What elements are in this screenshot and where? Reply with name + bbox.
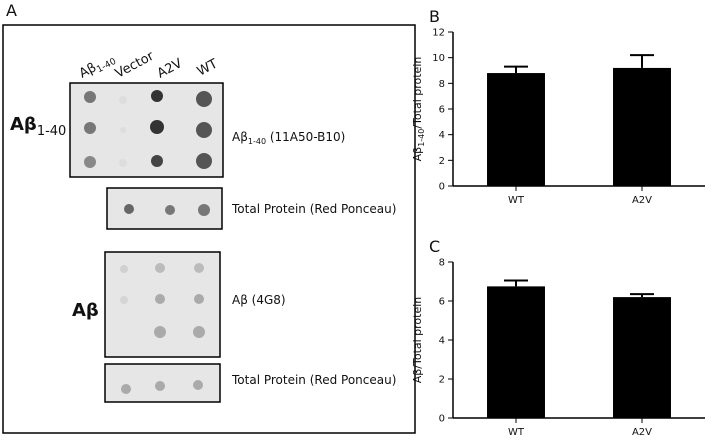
- y-axis-label-part: /Total protein: [411, 57, 424, 129]
- bar: [487, 286, 545, 418]
- y-axis-label-part: /Total protein: [411, 297, 424, 369]
- blot-label: Aβ1-40 (11A50-B10): [232, 130, 345, 146]
- y-tick-label: 4: [439, 130, 445, 141]
- error-bar: [630, 54, 654, 68]
- x-tick-label: WT: [508, 195, 525, 206]
- blot-label: Aβ (4G8): [232, 293, 286, 307]
- row-label: Aβ1-40: [10, 114, 66, 139]
- column-label: Aβ1-40: [77, 50, 118, 83]
- y-tick-label: 6: [439, 297, 445, 308]
- y-axis-label-part: Aβ: [411, 147, 424, 162]
- error-bar: [504, 279, 528, 287]
- y-axis-label-part: Aβ: [411, 369, 424, 384]
- y-tick-label: 8: [439, 79, 445, 90]
- y-tick-label: 12: [432, 28, 445, 39]
- bar: [487, 73, 545, 186]
- panel-letter: C: [429, 237, 440, 256]
- panel-letter: A: [6, 1, 17, 20]
- y-axis-label: Aβ1-40/Total protein: [411, 57, 426, 162]
- panel-frame: [2, 24, 416, 434]
- y-axis-label: Aβ/Total protein: [411, 297, 424, 384]
- dots: [121, 380, 203, 394]
- y-tick-label: 2: [439, 375, 445, 386]
- x-tick-label: A2V: [632, 195, 652, 206]
- bar: [613, 297, 671, 418]
- y-tick-label: 2: [439, 156, 445, 167]
- panel-letter: B: [429, 7, 440, 26]
- x-tick-label: A2V: [632, 427, 652, 437]
- error-bar: [630, 293, 654, 298]
- dots: [120, 263, 205, 338]
- y-tick-label: 0: [439, 182, 445, 193]
- error-bar: [504, 65, 528, 74]
- column-label: Vector: [113, 49, 157, 82]
- y-tick-label: 10: [432, 53, 445, 64]
- y-tick-label: 6: [439, 105, 445, 116]
- x-tick-label: WT: [508, 427, 525, 437]
- blot-label: Total Protein (Red Ponceau): [231, 202, 396, 216]
- dots: [84, 90, 212, 169]
- y-tick-label: 0: [439, 414, 445, 425]
- y-tick-label: 4: [439, 336, 445, 347]
- column-label: WT: [195, 56, 220, 79]
- y-tick-label: 8: [439, 258, 445, 269]
- blot-label: Total Protein (Red Ponceau): [231, 373, 396, 387]
- y-axis-label-part: 1-40: [417, 129, 426, 147]
- row-label: Aβ: [72, 300, 99, 321]
- column-label: A2V: [155, 56, 185, 82]
- dots: [124, 204, 210, 216]
- bar: [613, 67, 671, 186]
